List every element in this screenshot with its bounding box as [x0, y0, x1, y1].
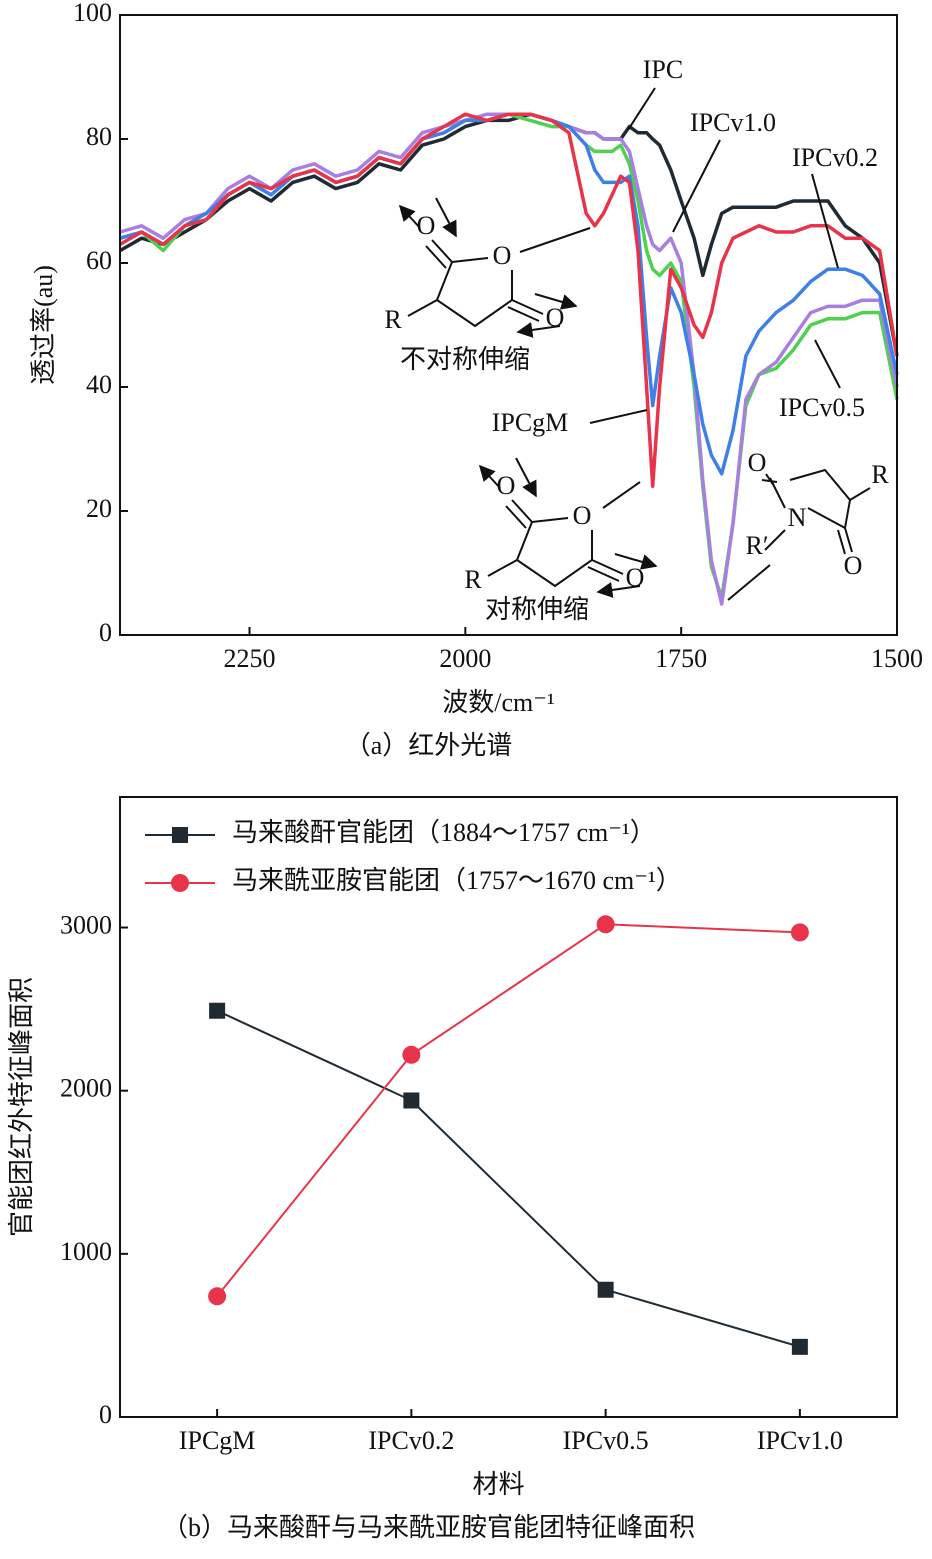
- atom-label: R: [871, 460, 889, 489]
- y-tick-label: 0: [99, 618, 112, 647]
- imide-structure: O N R O R′: [745, 448, 889, 580]
- series-line: [216, 923, 800, 1297]
- bond: [761, 468, 871, 555]
- atom-label: O: [493, 241, 512, 270]
- marker: [790, 923, 809, 942]
- leader-line: [589, 409, 648, 424]
- atom-label: R′: [745, 531, 768, 560]
- x-tick-label: IPCv0.5: [563, 1426, 649, 1455]
- annotation: 不对称伸缩: [400, 345, 530, 374]
- marker: [402, 1045, 421, 1064]
- legend-marker: [172, 827, 188, 843]
- series-label: IPC: [643, 55, 683, 84]
- anhydride-structure: O O O R: [384, 197, 578, 338]
- caption: （b）马来酸酐与马来酰亚胺官能团特征峰面积: [162, 1513, 695, 1542]
- atom-label: R: [384, 305, 402, 334]
- leader-line: [814, 339, 841, 389]
- x-axis-label: 材料: [472, 1470, 524, 1499]
- stretch-arrow: [614, 553, 658, 570]
- series-line: [216, 1009, 801, 1348]
- plot-frame: [119, 14, 898, 636]
- atom-label: O: [626, 563, 645, 592]
- x-tick-label: IPCv1.0: [757, 1426, 843, 1455]
- y-tick-label: 3000: [60, 910, 112, 939]
- y-tick-label: 2000: [60, 1074, 112, 1103]
- x-tick-label: 1500: [871, 644, 923, 673]
- atom-label: O: [844, 551, 863, 580]
- y-tick-label: 60: [86, 246, 112, 275]
- y-tick-label: 0: [99, 1400, 112, 1429]
- y-tick-label: 40: [86, 370, 112, 399]
- stretch-arrow: [478, 464, 501, 489]
- x-tick-label: 2250: [224, 644, 276, 673]
- series-label: IPCgM: [492, 408, 569, 437]
- atom-label: O: [573, 501, 592, 530]
- marker: [209, 1002, 226, 1019]
- y-tick-label: 80: [86, 122, 112, 151]
- leader-line: [672, 139, 721, 233]
- atom-label: N: [788, 503, 807, 532]
- plot: 0 1000 2000 3000 IPCgM IPCv0.2 IPCv0.5 IPCv1.0 材…: [7, 796, 898, 1542]
- stretch-arrow: [398, 204, 421, 229]
- marker: [403, 1092, 420, 1109]
- y-axis-label: 官能团红外特征峰面积: [7, 977, 36, 1237]
- series-label: IPCv0.5: [779, 393, 865, 422]
- stretch-arrow: [534, 293, 578, 310]
- x-tick-label: 1750: [655, 644, 707, 673]
- caption: （a）红外光谱: [345, 731, 513, 760]
- plot-frame: [119, 796, 898, 1418]
- x-tick-label: IPCv0.2: [368, 1426, 454, 1455]
- annotation: 对称伸缩: [485, 595, 589, 624]
- atom-label: O: [546, 303, 565, 332]
- series-label: IPCv0.2: [792, 143, 878, 172]
- marker: [597, 1281, 614, 1298]
- stretch-arrow: [435, 197, 457, 238]
- atom-label: O: [497, 471, 516, 500]
- legend-marker: [171, 874, 189, 892]
- series-line: [119, 112, 899, 357]
- atom-label: O: [748, 448, 767, 477]
- y-tick-label: 1000: [60, 1237, 112, 1266]
- stretch-arrow: [516, 322, 561, 338]
- stretch-arrow: [596, 582, 641, 598]
- leader-line: [811, 173, 839, 269]
- anhydride-structure: O O O R: [464, 457, 658, 598]
- series-label: IPCv1.0: [690, 108, 776, 137]
- marker: [791, 1338, 808, 1355]
- x-tick-label: IPCgM: [179, 1426, 256, 1455]
- legend-label: 马来酸酐官能团（1884～1757 cm⁻¹）: [232, 818, 656, 847]
- x-tick-label: 2000: [439, 644, 491, 673]
- plot: 0 20 40 60 80 100 2250 2000 1750 1500 波数/cm⁻¹ （a）红外…: [29, 0, 923, 760]
- stretch-arrow: [515, 457, 537, 498]
- marker: [208, 1287, 227, 1306]
- atom-label: O: [417, 211, 436, 240]
- leader-line: [519, 227, 771, 601]
- atom-label: R: [464, 565, 482, 594]
- marker: [596, 915, 615, 934]
- y-tick-label: 20: [86, 494, 112, 523]
- y-tick-label: 100: [73, 0, 112, 27]
- x-axis-label: 波数/cm⁻¹: [442, 688, 555, 717]
- bond: [407, 239, 544, 328]
- bond: [487, 499, 624, 588]
- series-line: [119, 112, 899, 606]
- series-line: [119, 112, 899, 488]
- legend-label: 马来酰亚胺官能团（1757～1670 cm⁻¹）: [232, 866, 682, 895]
- leader-line: [627, 87, 656, 131]
- y-axis-label: 透过率(au): [29, 265, 58, 385]
